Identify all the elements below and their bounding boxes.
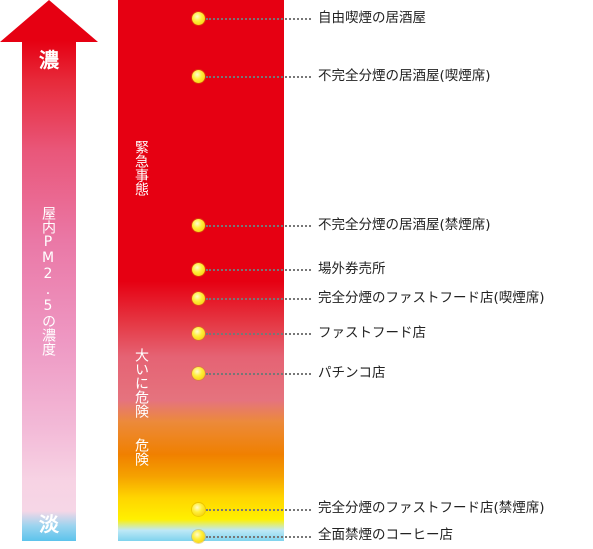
place-label: 完全分煙のファストフード店(禁煙席) — [318, 500, 545, 516]
place-label: 全面禁煙のコーヒー店 — [318, 527, 453, 543]
concentration-label: 屋内PM2.5の濃度 — [40, 206, 56, 356]
marker-dot — [192, 12, 205, 25]
marker-dot — [192, 327, 205, 340]
leader-line — [206, 373, 311, 375]
leader-line — [206, 269, 311, 271]
place-label: パチンコ店 — [318, 365, 386, 381]
arrow-head — [0, 0, 98, 42]
marker-dot — [192, 70, 205, 83]
zone-very-danger-label: 大いに危険 — [133, 348, 149, 418]
marker-dot — [192, 219, 205, 232]
marker-dot — [192, 530, 205, 543]
zone-danger-label: 危険 — [133, 438, 149, 466]
marker-dot — [192, 292, 205, 305]
zone-emergency-label: 緊急事態 — [133, 140, 149, 196]
place-label: ファストフード店 — [318, 325, 426, 341]
leader-line — [206, 76, 311, 78]
marker-dot — [192, 503, 205, 516]
leader-line — [206, 18, 311, 20]
leader-line — [206, 298, 311, 300]
place-label: 不完全分煙の居酒屋(禁煙席) — [318, 217, 491, 233]
place-label: 不完全分煙の居酒屋(喫煙席) — [318, 68, 491, 84]
dense-label: 濃 — [39, 48, 59, 72]
leader-line — [206, 536, 311, 538]
leader-line — [206, 509, 311, 511]
marker-dot — [192, 263, 205, 276]
place-label: 完全分煙のファストフード店(喫煙席) — [318, 290, 545, 306]
place-label: 自由喫煙の居酒屋 — [318, 10, 426, 26]
arrow-shaft — [22, 41, 76, 541]
leader-line — [206, 225, 311, 227]
marker-dot — [192, 367, 205, 380]
leader-line — [206, 333, 311, 335]
light-label: 淡 — [39, 512, 59, 536]
place-label: 場外券売所 — [318, 261, 386, 277]
